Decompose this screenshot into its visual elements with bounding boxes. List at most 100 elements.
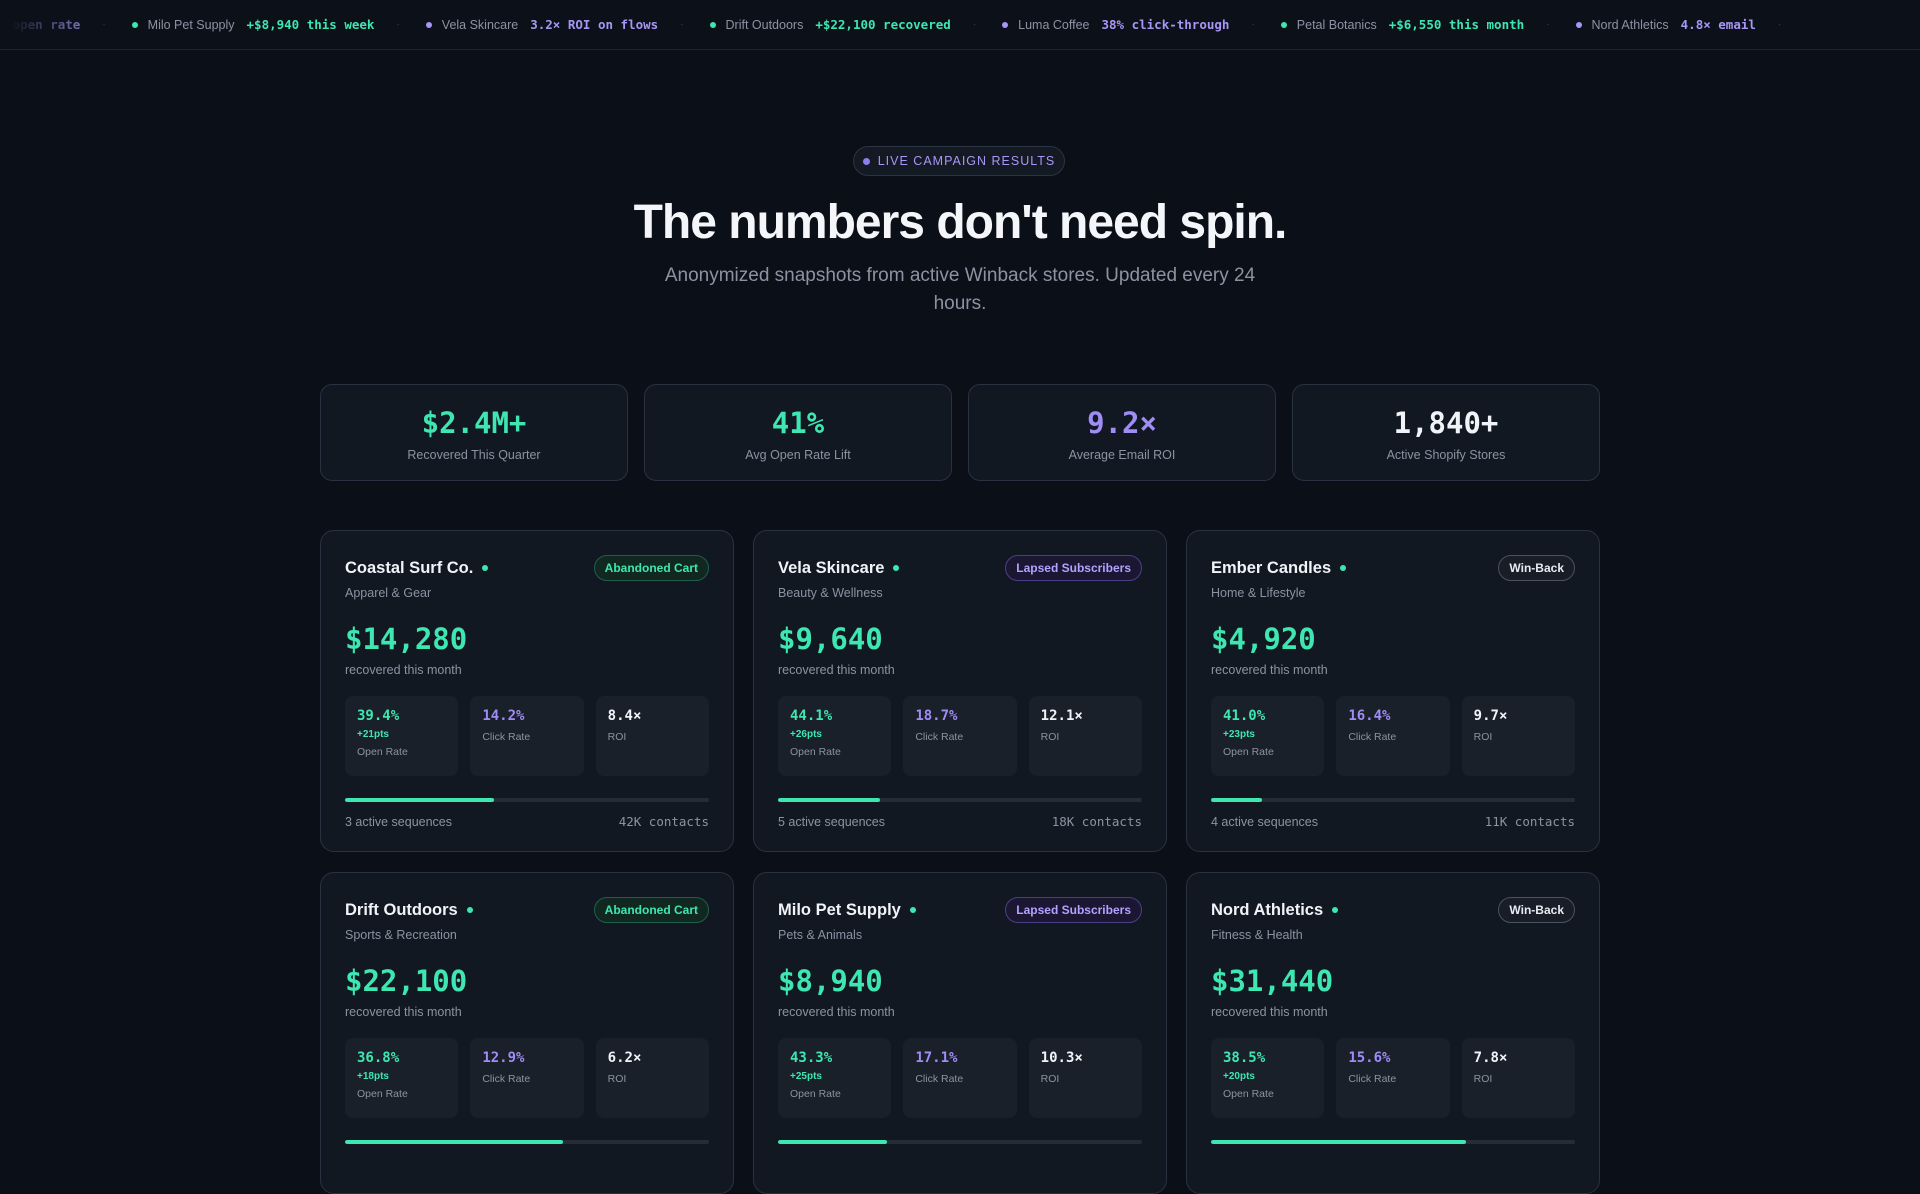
- open-rate-label: Open Rate: [790, 746, 841, 758]
- stat-card: 41% Avg Open Rate Lift: [644, 384, 952, 481]
- open-rate-metric: 44.1% +26pts Open Rate: [778, 696, 892, 776]
- click-rate-label: Click Rate: [915, 1073, 964, 1085]
- contacts-count: 18K contacts: [1051, 814, 1142, 829]
- open-rate-delta: +18pts: [357, 1071, 389, 1082]
- active-sequences: 4 active sequences: [1211, 814, 1319, 829]
- recovery-progress-bar: [345, 1140, 709, 1144]
- click-rate-label: Click Rate: [1348, 1073, 1397, 1085]
- click-rate-label: Click Rate: [482, 731, 531, 743]
- roi-label: ROI: [607, 1073, 627, 1085]
- click-rate-label: Click Rate: [915, 731, 964, 743]
- recovered-amount-label: recovered this month: [778, 663, 895, 677]
- live-results-badge: LIVE CAMPAIGN RESULTS: [853, 146, 1065, 176]
- recovery-progress-fill: [345, 1140, 564, 1144]
- recovered-amount-label: recovered this month: [778, 1005, 895, 1019]
- open-rate-value: 38.5%: [1223, 1050, 1266, 1066]
- store-card[interactable]: Nord Athletics Win-Back Fitness & Health…: [1186, 872, 1600, 1194]
- stat-label: Average Email ROI: [1068, 447, 1176, 462]
- open-rate-value: 41.0%: [1223, 708, 1266, 724]
- store-card[interactable]: Milo Pet Supply Lapsed Subscribers Pets …: [753, 872, 1167, 1194]
- roi-label: ROI: [1473, 731, 1493, 743]
- roi-value: 8.4×: [607, 708, 642, 724]
- click-rate-metric: 16.4% Click Rate: [1336, 696, 1450, 776]
- click-rate-metric: 18.7% Click Rate: [903, 696, 1017, 776]
- stat-label: Active Shopify Stores: [1386, 447, 1506, 462]
- ticker-value: 3.2× ROI on flows: [530, 17, 659, 32]
- recovery-progress-bar: [778, 1140, 1142, 1144]
- store-name-wrap: Coastal Surf Co.: [345, 559, 489, 578]
- click-rate-value: 15.6%: [1348, 1050, 1391, 1066]
- ticker-separator: ·: [1251, 19, 1255, 30]
- store-name-wrap: Nord Athletics: [1211, 901, 1339, 920]
- ticker-value: +$22,100 recovered: [815, 17, 951, 32]
- open-rate-metric: 39.4% +21pts Open Rate: [345, 696, 459, 776]
- summary-stats: $2.4M+ Recovered This Quarter 41% Avg Op…: [320, 384, 1600, 481]
- open-rate-metric: 43.3% +25pts Open Rate: [778, 1038, 892, 1118]
- metrics-row: 39.4% +21pts Open Rate 14.2% Click Rate …: [345, 696, 709, 776]
- campaign-tag: Abandoned Cart: [593, 897, 709, 923]
- store-card[interactable]: Drift Outdoors Abandoned Cart Sports & R…: [320, 872, 734, 1194]
- store-name: Milo Pet Supply: [778, 900, 901, 919]
- store-results-grid: Coastal Surf Co. Abandoned Cart Apparel …: [320, 530, 1600, 1194]
- store-card[interactable]: Coastal Surf Co. Abandoned Cart Apparel …: [320, 530, 734, 852]
- ticker-separator: ·: [680, 19, 684, 30]
- campaign-tag: Lapsed Subscribers: [1005, 897, 1142, 923]
- card-footer: 5 active sequences 18K contacts: [778, 814, 1142, 829]
- roi-metric: 12.1× ROI: [1028, 696, 1142, 776]
- recovered-amount: $14,280: [345, 622, 468, 656]
- ticker-separator: ·: [1777, 19, 1782, 30]
- click-rate-value: 17.1%: [915, 1050, 958, 1066]
- ticker-separator: ·: [396, 19, 400, 30]
- store-category: Apparel & Gear: [345, 586, 432, 600]
- recovered-amount: $22,100: [345, 964, 468, 998]
- store-card[interactable]: Vela Skincare Lapsed Subscribers Beauty …: [753, 530, 1167, 852]
- live-status-dot-icon: [1332, 907, 1339, 913]
- ticker-store: Milo Pet Supply: [147, 17, 235, 32]
- contacts-count: 42K contacts: [618, 814, 709, 829]
- card-header: Milo Pet Supply Lapsed Subscribers: [778, 897, 1142, 923]
- store-name: Vela Skincare: [778, 558, 885, 577]
- open-rate-metric: 38.5% +20pts Open Rate: [1211, 1038, 1325, 1118]
- ticker-item: Vela Skincare 3.2× ROI on flows ·: [425, 0, 710, 49]
- recovery-progress-fill: [345, 798, 495, 802]
- recovery-progress-fill: [1211, 798, 1262, 802]
- ticker-dot-icon: [1002, 21, 1009, 28]
- roi-value: 6.2×: [607, 1050, 642, 1066]
- ticker-item: Petal Botanics +$6,550 this month ·: [1280, 0, 1576, 49]
- ticker-value: 4.8× email: [1680, 17, 1756, 32]
- stat-label: Recovered This Quarter: [407, 447, 541, 462]
- stat-value: $2.4M+: [421, 405, 527, 440]
- store-name-wrap: Ember Candles: [1211, 558, 1347, 578]
- card-header: Nord Athletics Win-Back: [1211, 897, 1575, 923]
- ticker-value: +$6,550 this month: [1388, 17, 1525, 32]
- ticker-item: Drift Outdoors +$22,100 recovered ·: [709, 0, 1003, 49]
- roi-label: ROI: [1473, 1073, 1493, 1085]
- store-name: Ember Candles: [1211, 558, 1332, 577]
- roi-value: 10.3×: [1040, 1050, 1083, 1066]
- open-rate-delta: +23pts: [1223, 729, 1255, 740]
- store-name-wrap: Drift Outdoors: [345, 901, 473, 920]
- open-rate-label: Open Rate: [357, 746, 408, 758]
- store-name-wrap: Milo Pet Supply: [778, 901, 916, 920]
- ticker-value: +$8,940 this week: [246, 17, 375, 32]
- page-title: The numbers don't need spin.: [633, 196, 1288, 249]
- recovered-amount: $8,940: [778, 964, 883, 998]
- open-rate-label: Open Rate: [357, 1088, 408, 1100]
- roi-label: ROI: [1040, 1073, 1060, 1085]
- live-status-dot-icon: [466, 907, 473, 913]
- results-ticker: 1% open rate·Milo Pet Supply+$8,940 this…: [0, 0, 1920, 50]
- click-rate-label: Click Rate: [1348, 731, 1397, 743]
- ticker-fade-left: [0, 0, 110, 49]
- recovered-amount-label: recovered this month: [1211, 1005, 1328, 1019]
- roi-metric: 10.3× ROI: [1028, 1038, 1142, 1118]
- recovery-progress-fill: [778, 1140, 888, 1144]
- open-rate-delta: +20pts: [1223, 1071, 1255, 1082]
- contacts-count: 11K contacts: [1484, 814, 1575, 829]
- ticker-dot-icon: [1280, 21, 1287, 28]
- stat-card: 9.2× Average Email ROI: [968, 384, 1276, 481]
- ticker-item: Nord Athletics 4.8× email ·: [1575, 0, 1808, 49]
- page-subtitle: Anonymized snapshots from active Winback…: [664, 265, 1256, 314]
- ticker-dot-icon: [131, 21, 138, 28]
- click-rate-metric: 17.1% Click Rate: [903, 1038, 1017, 1118]
- store-card[interactable]: Ember Candles Win-Back Home & Lifestyle …: [1186, 530, 1600, 852]
